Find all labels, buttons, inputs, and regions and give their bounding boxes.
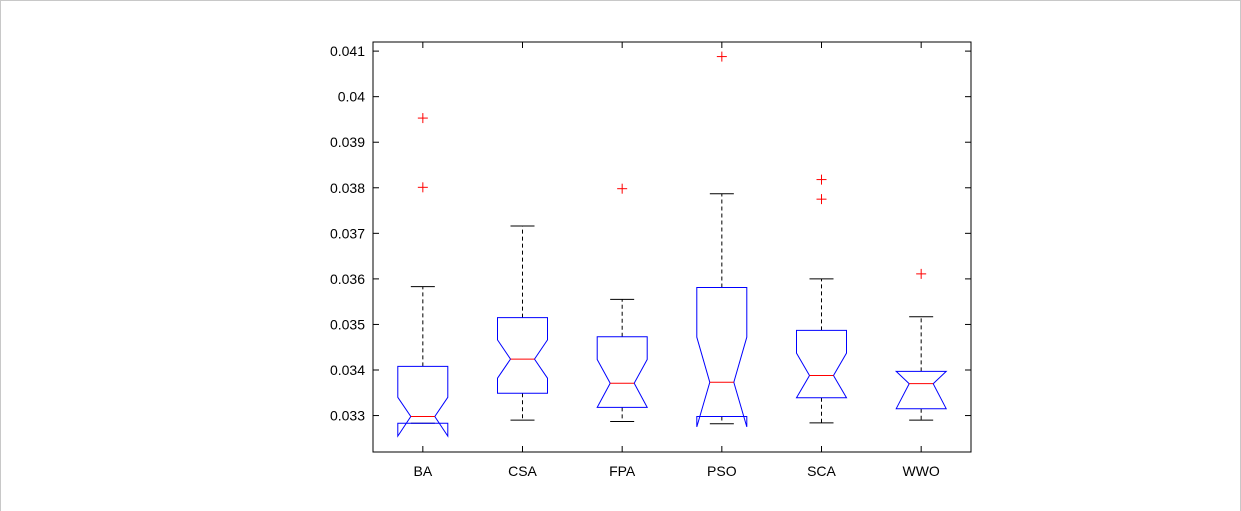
box-sca bbox=[795, 174, 848, 424]
x-tick-label-ba: BA bbox=[413, 463, 432, 479]
outlier-marker bbox=[617, 183, 628, 194]
box-csa bbox=[497, 225, 548, 421]
x-tick-label-fpa: FPA bbox=[609, 463, 636, 479]
outlier-marker bbox=[716, 51, 727, 62]
y-tick-label: 0.034 bbox=[330, 362, 365, 378]
notched-box bbox=[397, 365, 449, 438]
boxes-layer bbox=[397, 51, 948, 438]
x-tick-label-csa: CSA bbox=[508, 463, 537, 479]
x-axis: BA CSA FPA PSO SCA WWO bbox=[413, 42, 940, 479]
outlier-marker bbox=[816, 174, 827, 185]
y-tick-label: 0.037 bbox=[330, 225, 365, 241]
x-tick-label-sca: SCA bbox=[807, 463, 836, 479]
notched-box bbox=[894, 370, 948, 410]
y-tick-label: 0.041 bbox=[330, 43, 365, 59]
notched-box bbox=[795, 329, 848, 399]
outlier-marker bbox=[916, 268, 927, 279]
x-tick-label-wwo: WWO bbox=[903, 463, 940, 479]
y-tick-label: 0.039 bbox=[330, 134, 365, 150]
y-axis: 0.033 0.034 0.035 0.036 0.037 0.038 0.039 0.04 0… bbox=[330, 43, 971, 424]
box-fpa bbox=[596, 183, 649, 422]
y-tick-label: 0.04 bbox=[338, 89, 365, 105]
axes-frame bbox=[372, 41, 972, 453]
box-pso bbox=[696, 51, 748, 428]
notched-box bbox=[596, 336, 649, 408]
y-tick-label: 0.036 bbox=[330, 271, 365, 287]
outlier-marker bbox=[816, 194, 827, 205]
box-wwo bbox=[894, 268, 948, 421]
outlier-marker bbox=[417, 113, 428, 124]
y-tick-label: 0.035 bbox=[330, 316, 365, 332]
y-tick-label: 0.033 bbox=[330, 408, 365, 424]
x-tick-label-pso: PSO bbox=[707, 463, 737, 479]
box-ba bbox=[397, 113, 449, 438]
y-tick-label: 0.038 bbox=[330, 180, 365, 196]
notched-box bbox=[696, 287, 748, 428]
notched-box bbox=[497, 317, 548, 394]
outlier-marker bbox=[417, 182, 428, 193]
